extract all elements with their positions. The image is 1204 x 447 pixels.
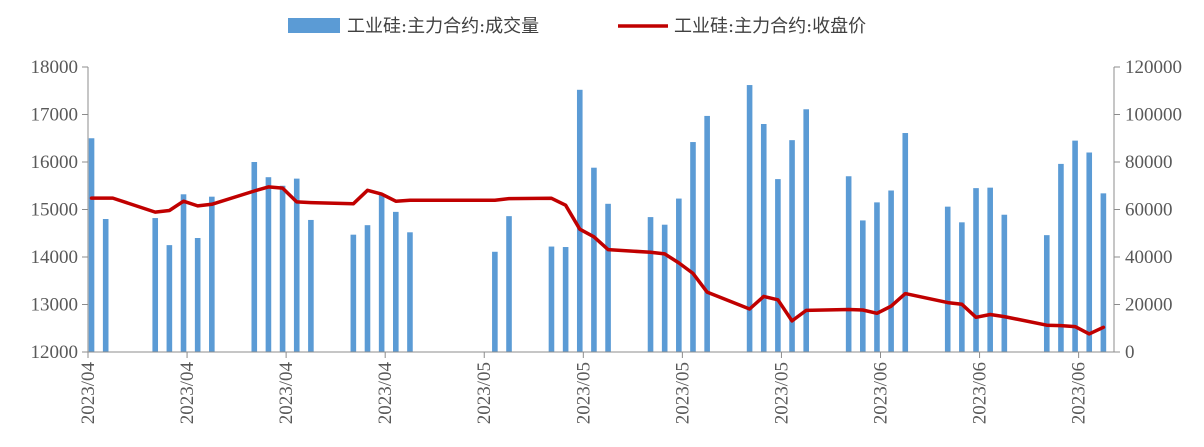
x-tick-label: 2023/06 [1069,362,1090,424]
volume-bar [902,133,909,352]
x-tick-label: 2023/04 [276,362,297,425]
volume-bar [845,176,852,352]
volume-bar [1072,140,1078,352]
volume-bar [209,196,215,352]
legend-volume-swatch [288,18,340,33]
legend-price-label: 工业硅:主力合约:收盘价 [674,16,866,37]
x-tick-label: 2023/04 [375,362,396,425]
right-tick-label: 60000 [1125,200,1173,221]
volume-bar [690,142,696,352]
volume-bar [102,219,109,352]
volume-bar [378,193,385,352]
volume-bar [407,232,413,352]
legend-volume-label: 工业硅:主力合约:成交量 [347,16,539,37]
volume-bar [562,247,569,352]
legend: 工业硅:主力合约:成交量 工业硅:主力合约:收盘价 [288,16,866,37]
volume-bar [591,167,597,352]
left-tick-label: 14000 [31,247,79,268]
volume-bar [789,140,795,352]
right-tick-label: 40000 [1125,247,1173,268]
volume-bar [1100,193,1107,352]
right-tick-label: 120000 [1125,57,1182,78]
volume-bar [944,206,951,352]
volume-bar [1086,152,1093,352]
volume-bar [1001,214,1008,352]
x-tick-label: 2023/04 [177,362,198,425]
volume-bar [293,178,300,352]
volume-bar [350,234,357,352]
volume-bar [760,124,767,352]
volume-bar [874,202,880,352]
close-price-line [89,185,1106,336]
volume-bar [704,115,710,352]
volume-bars [88,85,1107,353]
x-axis: 2023/04 2023/04 2023/04 2023/04 2023/05 2023/… [78,351,1114,425]
volume-bar [973,188,979,352]
right-tick-label: 20000 [1125,295,1173,316]
volume-bar [647,217,654,352]
volume-bar [775,179,781,352]
left-tick-label: 16000 [31,152,79,173]
volume-bar [265,177,272,352]
volume-bar [308,219,314,352]
x-tick-label: 2023/04 [78,362,99,425]
volume-bar [180,194,187,352]
right-tick-label: 80000 [1125,152,1173,173]
volume-bar [1058,163,1064,352]
volume-bar [576,89,583,353]
volume-bar [152,218,159,352]
volume-bar [194,238,201,352]
volume-bar [251,162,258,352]
volume-bar [88,138,95,352]
right-y-axis: 0 20000 40000 60000 80000 100000 120000 [1113,57,1182,363]
volume-bar [506,216,512,352]
x-tick-label: 2023/05 [474,362,495,424]
volume-bar [279,185,286,352]
right-tick-label: 0 [1125,342,1135,363]
volume-bar [548,246,555,352]
volume-bar [166,245,173,352]
x-tick-label: 2023/05 [573,362,594,424]
volume-bar [1043,235,1050,352]
left-tick-label: 13000 [31,295,79,316]
volume-bar [364,225,371,352]
volume-bar [860,220,866,352]
volume-bar [492,251,498,352]
volume-bar [393,211,399,352]
left-tick-label: 12000 [31,342,79,363]
x-tick-label: 2023/06 [970,362,991,424]
volume-bar [676,198,682,352]
volume-bar [661,224,668,352]
volume-bar [746,85,753,353]
volume-bar [987,187,993,352]
volume-bar [959,222,965,352]
volume-bar [888,190,894,352]
x-tick-label: 2023/06 [871,362,892,424]
left-tick-label: 18000 [31,57,79,78]
x-tick-label: 2023/05 [771,362,792,424]
volume-bar [605,203,611,352]
left-tick-label: 15000 [31,200,79,221]
close-price-polyline [89,185,1106,336]
volume-bar [803,109,809,353]
right-tick-label: 100000 [1125,105,1182,126]
left-tick-label: 17000 [31,105,79,126]
left-y-axis: 12000 13000 14000 15000 16000 17000 18000 [31,57,89,363]
x-tick-label: 2023/05 [672,362,693,424]
